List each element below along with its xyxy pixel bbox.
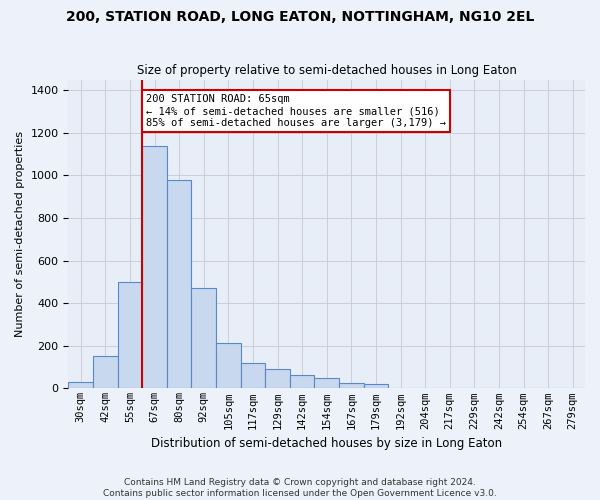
Bar: [265, 369, 290, 388]
Bar: [142, 146, 167, 388]
X-axis label: Distribution of semi-detached houses by size in Long Eaton: Distribution of semi-detached houses by …: [151, 437, 502, 450]
Bar: [314, 378, 339, 388]
Bar: [216, 342, 241, 388]
Text: 200, STATION ROAD, LONG EATON, NOTTINGHAM, NG10 2EL: 200, STATION ROAD, LONG EATON, NOTTINGHA…: [66, 10, 534, 24]
Bar: [167, 180, 191, 388]
Bar: [118, 282, 142, 389]
Bar: [339, 383, 364, 388]
Bar: [68, 382, 93, 388]
Bar: [290, 374, 314, 388]
Bar: [191, 288, 216, 388]
Bar: [364, 384, 388, 388]
Text: 200 STATION ROAD: 65sqm
← 14% of semi-detached houses are smaller (516)
85% of s: 200 STATION ROAD: 65sqm ← 14% of semi-de…: [146, 94, 446, 128]
Y-axis label: Number of semi-detached properties: Number of semi-detached properties: [15, 131, 25, 337]
Bar: [93, 356, 118, 388]
Title: Size of property relative to semi-detached houses in Long Eaton: Size of property relative to semi-detach…: [137, 64, 517, 77]
Bar: [241, 363, 265, 388]
Text: Contains HM Land Registry data © Crown copyright and database right 2024.
Contai: Contains HM Land Registry data © Crown c…: [103, 478, 497, 498]
